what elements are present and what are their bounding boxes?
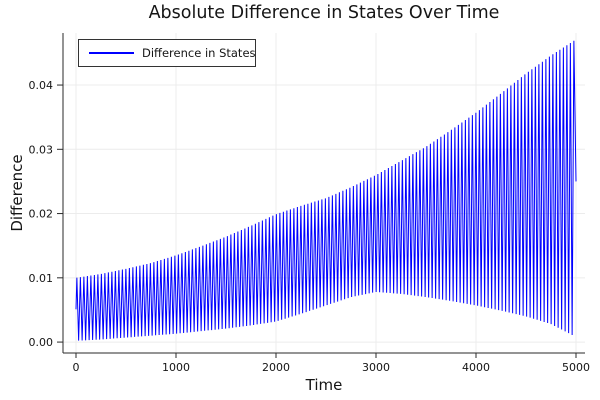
- y-axis-label: Difference: [8, 154, 26, 232]
- y-tick-label: 0.01: [29, 272, 54, 285]
- y-tick-label: 0.00: [29, 336, 54, 349]
- y-tick-label: 0.03: [29, 143, 54, 156]
- legend: Difference in States: [78, 39, 256, 67]
- x-axis-label: Time: [305, 376, 343, 394]
- x-tick-label: 0: [73, 361, 80, 374]
- legend-label: Difference in States: [142, 46, 256, 60]
- x-tick-label: 1000: [162, 361, 190, 374]
- x-tick-label: 3000: [362, 361, 390, 374]
- chart-title: Absolute Difference in States Over Time: [148, 3, 500, 23]
- x-tick-label: 2000: [262, 361, 290, 374]
- series-line: [75, 40, 577, 341]
- y-tick-label: 0.02: [29, 208, 54, 221]
- y-tick-label: 0.04: [29, 79, 54, 92]
- x-tick-label: 4000: [462, 361, 490, 374]
- x-tick-label: 5000: [562, 361, 590, 374]
- legend-line-swatch: [89, 52, 134, 54]
